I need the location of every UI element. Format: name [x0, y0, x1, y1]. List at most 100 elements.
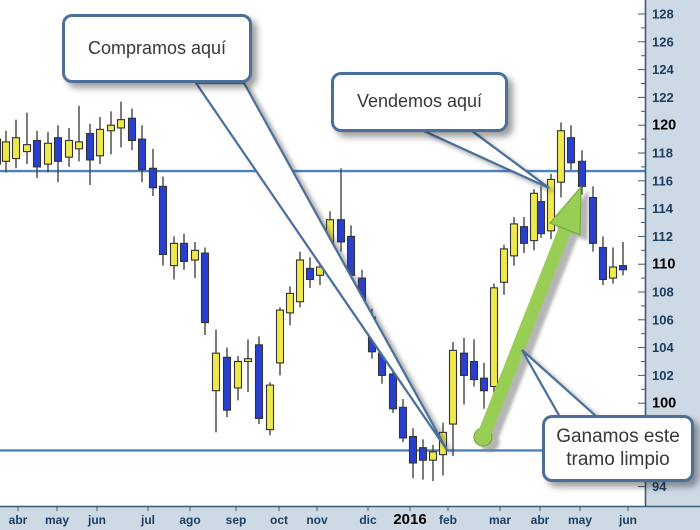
callout-sell: Vendemos aquí: [331, 72, 508, 132]
candle-body: [459, 352, 469, 376]
candle-body: [32, 139, 42, 168]
y-axis-label: 118: [652, 146, 673, 161]
candle-body: [295, 259, 305, 303]
month-label: abr: [9, 513, 28, 527]
candle-body: [11, 137, 21, 160]
y-axis-label: 110: [652, 257, 675, 273]
candle-body: [285, 292, 295, 314]
candle-body: [53, 137, 63, 162]
candle-body: [222, 356, 232, 411]
candle-body: [0, 138, 2, 165]
candle-body: [588, 196, 598, 244]
candle-body: [254, 344, 264, 420]
candle-body: [275, 309, 285, 364]
candle-body: [116, 119, 126, 129]
y-axis-label: 104: [652, 340, 674, 355]
candle-body: [169, 242, 179, 267]
callout-gain: Ganamos este tramo limpio: [542, 415, 694, 482]
candle-body: [158, 185, 168, 256]
candle-body: [137, 138, 147, 171]
up-arrow-shaft: [476, 217, 574, 444]
candles-layer: [0, 101, 628, 482]
month-label: may: [45, 513, 69, 527]
candle-body: [489, 287, 499, 388]
y-axis-label: 100: [652, 396, 676, 412]
month-label: feb: [439, 513, 457, 527]
candle-body: [499, 248, 509, 283]
month-label: mar: [489, 513, 511, 527]
month-label: sep: [226, 513, 247, 527]
candle-body: [448, 349, 458, 425]
trend-arrow-layer: [473, 185, 582, 447]
candle-body: [127, 117, 137, 142]
y-axis-label: 120: [652, 118, 676, 134]
candle-body: [305, 267, 315, 281]
candle-body: [43, 142, 53, 165]
month-label: oct: [270, 513, 288, 527]
candle-body: [179, 242, 189, 262]
candle-body: [408, 436, 418, 464]
up-arrow-head: [548, 185, 582, 236]
callout-gain-label-line1: Ganamos este: [556, 426, 680, 448]
candle-body: [243, 358, 253, 363]
y-axis-label: 102: [652, 368, 674, 383]
candle-body: [536, 201, 546, 235]
candle-body: [22, 144, 32, 153]
y-axis-label: 114: [652, 201, 674, 216]
candle-body: [418, 447, 428, 461]
candle-body: [85, 132, 95, 161]
candle-body: [211, 352, 221, 392]
candle-body: [519, 226, 529, 244]
month-label: may: [568, 513, 592, 527]
candle-body: [469, 360, 479, 381]
month-label: jul: [140, 513, 155, 527]
y-axis-label: 128: [652, 7, 674, 22]
y-axis-label: 108: [652, 285, 674, 300]
callout-buy-label: Compramos aquí: [87, 37, 227, 58]
candle-body: [74, 141, 84, 150]
y-axis-label: 116: [652, 173, 673, 188]
candle-body: [479, 377, 489, 392]
candle-body: [598, 246, 608, 281]
candle-body: [556, 130, 566, 183]
bottom-axis-strip: [0, 506, 700, 530]
month-label: dic: [359, 513, 377, 527]
candle-body: [265, 384, 275, 431]
candle-body: [190, 249, 200, 261]
candle-body: [529, 192, 539, 242]
y-axis-label: 124: [652, 62, 674, 77]
month-label: abr: [531, 513, 550, 527]
y-axis-label: 122: [652, 90, 674, 105]
y-axis-label: 106: [652, 312, 674, 327]
month-label: jun: [618, 513, 637, 527]
candle-body: [509, 223, 519, 257]
callout-sell-label: Vendemos aquí: [356, 91, 483, 112]
candle-body: [200, 252, 210, 324]
month-label: 2016: [393, 511, 426, 528]
y-axis-label: 94: [652, 479, 667, 494]
callout-buy: Compramos aquí: [62, 14, 252, 83]
candle-body: [618, 265, 628, 271]
candle-body: [148, 167, 158, 189]
callout-gain-label-line2: tramo limpio: [566, 448, 670, 470]
candle-body: [566, 137, 576, 164]
support-resistance-lines: [0, 169, 645, 452]
month-label: ago: [179, 513, 200, 527]
candle-body: [428, 451, 438, 461]
candle-body: [577, 160, 587, 187]
candle-body: [233, 360, 243, 389]
callout-tails-layer: [193, 81, 600, 451]
y-axis-label: 126: [652, 34, 674, 49]
callout-tail-sell: [423, 129, 550, 190]
candle-body: [95, 128, 105, 157]
candle-body: [398, 406, 408, 439]
candle-body: [346, 235, 356, 276]
candle-body: [64, 139, 74, 158]
month-label: jun: [87, 513, 106, 527]
month-label: nov: [306, 513, 328, 527]
candle-body: [106, 124, 116, 132]
candle-body: [608, 266, 618, 279]
callout-tail-gain: [521, 349, 600, 419]
callout-tail-buy: [193, 81, 448, 451]
